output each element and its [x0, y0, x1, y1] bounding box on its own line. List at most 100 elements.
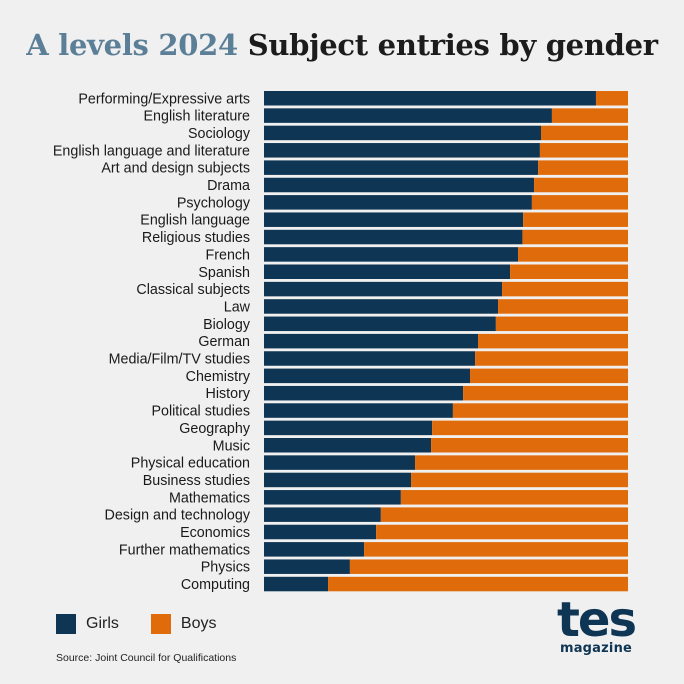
- logo-wordmark: tes: [556, 592, 637, 648]
- bar-girls-psychology: [264, 195, 532, 210]
- category-label-political-studies: Political studies: [151, 404, 250, 420]
- bar-group-english-language: English language: [140, 212, 628, 229]
- bar-girls-economics: [264, 524, 377, 540]
- category-label-english-literature: English literature: [144, 109, 251, 125]
- bar-boys-music: [431, 438, 628, 453]
- bar-group-media-film-tv-studies: Media/Film/TV studies: [109, 351, 628, 368]
- bar-girls-english-language: [264, 212, 524, 227]
- category-label-further-mathematics: Further mathematics: [119, 542, 250, 558]
- bar-girls-sociology: [264, 125, 542, 141]
- bar-group-classical-subjects: Classical subjects: [136, 281, 628, 298]
- category-label-history: History: [206, 386, 251, 402]
- legend-item-girls: Girls: [56, 614, 119, 634]
- category-label-mathematics: Mathematics: [169, 490, 250, 506]
- bar-boys-chemistry: [470, 368, 628, 384]
- bar-boys-english-language: [523, 212, 628, 227]
- legend-swatch-girls: [56, 614, 76, 634]
- bar-group-spanish: Spanish: [198, 264, 628, 281]
- bar-group-computing: Computing: [181, 576, 628, 593]
- bar-girls-chemistry: [264, 368, 471, 384]
- category-label-art-and-design-subjects: Art and design subjects: [101, 161, 250, 177]
- chart-title: A levels 2024 Subject entries by gender: [0, 28, 684, 62]
- category-label-biology: Biology: [203, 317, 251, 333]
- bar-boys-mathematics: [400, 490, 628, 505]
- bar-group-drama: Drama: [207, 177, 628, 194]
- bar-group-french: French: [206, 247, 628, 263]
- category-label-religious-studies: Religious studies: [142, 230, 250, 246]
- bar-group-german: German: [198, 333, 628, 350]
- title-year: A levels 2024: [26, 28, 238, 62]
- tes-magazine-logo: tes magazine: [556, 592, 637, 656]
- bar-girls-law: [264, 299, 499, 314]
- legend-swatch-boys: [150, 614, 171, 634]
- bar-boys-french: [518, 247, 628, 262]
- bar-group-english-language-and-literature: English language and literature: [53, 143, 628, 159]
- bar-group-english-literature: English literature: [144, 108, 628, 125]
- bar-group-history: History: [206, 385, 628, 402]
- category-label-design-and-technology: Design and technology: [105, 508, 251, 524]
- bar-girls-classical-subjects: [264, 281, 503, 297]
- bar-boys-german: [478, 333, 628, 349]
- bar-group-art-and-design-subjects: Art and design subjects: [101, 160, 628, 177]
- category-label-computing: Computing: [181, 577, 250, 593]
- legend: Girls Boys: [56, 614, 248, 634]
- bar-boys-media-film-tv-studies: [475, 351, 628, 366]
- category-label-french: French: [206, 247, 251, 263]
- bar-boys-economics: [376, 524, 628, 540]
- bar-group-sociology: Sociology: [188, 125, 628, 142]
- bar-boys-drama: [534, 177, 628, 193]
- category-label-business-studies: Business studies: [143, 473, 250, 489]
- bar-girls-geography: [264, 420, 433, 436]
- bar-girls-german: [264, 333, 479, 349]
- category-label-economics: Economics: [180, 525, 250, 541]
- bar-group-music: Music: [213, 438, 628, 454]
- category-label-german: German: [198, 334, 250, 350]
- bar-chart: Performing/Expressive arts English litera…: [53, 91, 628, 593]
- legend-label-boys: Boys: [180, 615, 217, 632]
- category-label-physical-education: Physical education: [131, 456, 250, 472]
- bar-boys-physical-education: [415, 455, 628, 470]
- category-label-english-language-and-literature: English language and literature: [53, 143, 250, 159]
- bar-girls-art-and-design-subjects: [264, 160, 539, 175]
- bar-boys-sociology: [541, 125, 628, 141]
- bar-boys-english-language-and-literature: [539, 143, 628, 158]
- category-label-law: Law: [224, 299, 251, 315]
- bar-boys-performing-expressive-arts: [595, 91, 628, 106]
- bar-girls-music: [264, 438, 432, 453]
- bar-girls-english-language-and-literature: [264, 143, 540, 158]
- bar-group-business-studies: Business studies: [143, 472, 628, 489]
- bar-girls-political-studies: [264, 403, 453, 418]
- bar-girls-media-film-tv-studies: [264, 351, 476, 366]
- bar-boys-art-and-design-subjects: [538, 160, 628, 175]
- bar-girls-history: [264, 385, 464, 401]
- category-label-sociology: Sociology: [188, 126, 251, 142]
- bar-boys-biology: [495, 316, 628, 332]
- bar-boys-history: [463, 385, 628, 401]
- bar-group-economics: Economics: [180, 524, 628, 541]
- bar-boys-further-mathematics: [364, 542, 628, 557]
- category-label-spanish: Spanish: [198, 265, 250, 281]
- category-label-music: Music: [213, 438, 250, 454]
- bar-group-performing-expressive-arts: Performing/Expressive arts: [78, 91, 628, 107]
- bar-girls-spanish: [264, 264, 511, 279]
- bar-group-physical-education: Physical education: [131, 455, 628, 472]
- category-label-physics: Physics: [201, 560, 250, 576]
- bar-girls-french: [264, 247, 519, 262]
- bar-girls-drama: [264, 177, 535, 193]
- category-label-psychology: Psychology: [177, 195, 251, 211]
- bar-group-physics: Physics: [201, 559, 628, 576]
- title-subject: Subject entries by gender: [247, 28, 658, 62]
- category-label-english-language: English language: [140, 213, 250, 229]
- bar-group-political-studies: Political studies: [151, 403, 628, 420]
- bar-boys-religious-studies: [522, 229, 628, 245]
- bar-group-religious-studies: Religious studies: [142, 229, 628, 246]
- logo-subtitle: magazine: [559, 641, 633, 656]
- legend-item-boys: Boys: [150, 614, 217, 634]
- bar-girls-performing-expressive-arts: [264, 91, 596, 106]
- bar-girls-design-and-technology: [264, 507, 381, 522]
- bar-boys-english-literature: [551, 108, 628, 123]
- bar-girls-physical-education: [264, 455, 416, 470]
- bar-girls-mathematics: [264, 490, 401, 505]
- bar-girls-english-literature: [264, 108, 552, 123]
- category-label-geography: Geography: [179, 421, 251, 437]
